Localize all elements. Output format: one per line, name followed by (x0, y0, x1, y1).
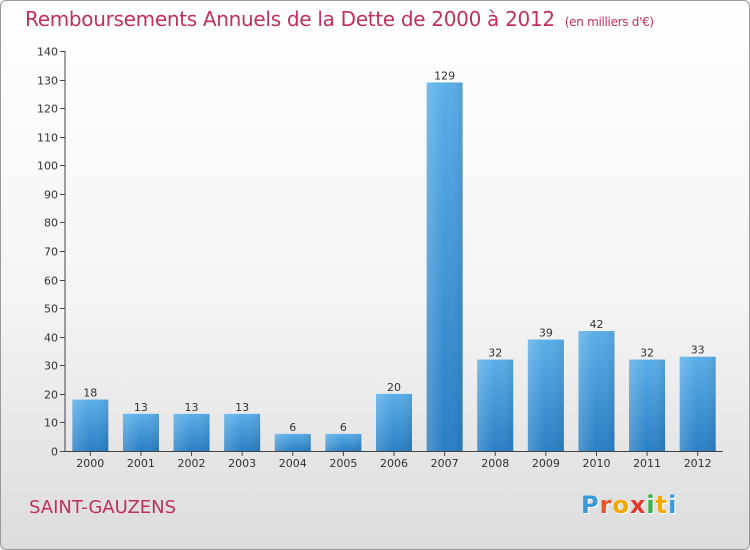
y-tick-label: 140 (37, 46, 58, 59)
y-axis: 0 10 20 30 40 50 60 70 80 90 100 110 120 130 140 (37, 46, 66, 459)
bar-shine-2004 (274, 433, 311, 451)
bar-shine-2009 (527, 339, 564, 451)
x-tick-label: 2001 (127, 457, 155, 470)
y-tick-label: 120 (37, 103, 58, 116)
bar-shine-2003 (224, 413, 261, 451)
x-tick-label: 2009 (532, 457, 560, 470)
data-label-2009: 39 (539, 327, 553, 340)
x-tick-label: 2002 (178, 457, 206, 470)
x-tick-label: 2012 (684, 457, 712, 470)
bar-shine-2011 (629, 359, 666, 451)
x-tick-label: 2008 (481, 457, 509, 470)
data-label-2000: 18 (83, 387, 97, 400)
logo-letter: x (629, 491, 647, 519)
y-tick-label: 80 (44, 217, 58, 230)
bar-shine-2012 (679, 356, 716, 451)
y-tick-label: 20 (44, 389, 58, 402)
data-label-2001: 13 (134, 401, 148, 414)
data-label-2004: 6 (289, 421, 296, 434)
bar-shine-2005 (325, 433, 362, 451)
x-tick-label: 2007 (431, 457, 459, 470)
data-label-2012: 33 (691, 344, 705, 357)
chart-subtitle: (en milliers d'€) (564, 15, 654, 29)
bar-shine-2007 (426, 82, 463, 451)
proxiti-logo[interactable]: Proxiti (581, 491, 677, 519)
bar-shine-2006 (376, 393, 412, 451)
x-tick-label: 2005 (329, 457, 357, 470)
x-tick-label: 2006 (380, 457, 408, 470)
bar-shine-2002 (173, 413, 210, 451)
bars (72, 82, 716, 451)
chart-title: Remboursements Annuels de la Dette de 20… (25, 7, 654, 31)
x-tick-label: 2004 (279, 457, 307, 470)
x-tick-label: 2000 (76, 457, 104, 470)
x-axis: 2000 2001 2002 2003 2004 2005 2006 2007 2008 2009… (65, 451, 723, 470)
y-tick-label: 40 (44, 332, 58, 345)
x-tick-label: 2011 (633, 457, 661, 470)
commune-name: SAINT-GAUZENS (29, 497, 177, 518)
y-tick-label: 70 (44, 246, 58, 259)
logo-letter: i (668, 491, 678, 519)
y-tick-label: 100 (37, 160, 58, 173)
y-tick-label: 30 (44, 360, 58, 373)
data-label-2002: 13 (185, 401, 199, 414)
bar-shine-2000 (72, 399, 109, 451)
y-tick-label: 10 (44, 417, 58, 430)
y-tick-label: 50 (44, 303, 58, 316)
x-tick-label: 2003 (228, 457, 256, 470)
data-label-2007: 129 (434, 69, 455, 82)
y-tick-label: 110 (37, 132, 58, 145)
data-label-2008: 32 (488, 347, 502, 360)
data-label-2003: 13 (235, 401, 249, 414)
logo-letter: P (581, 491, 600, 519)
logo-letter: o (612, 491, 630, 519)
chart-title-text: Remboursements Annuels de la Dette de 20… (25, 7, 555, 31)
data-labels: 18 13 13 13 6 6 20 129 32 39 42 32 33 (83, 69, 704, 433)
logo-letter: i (646, 491, 656, 519)
y-tick-label: 0 (51, 446, 58, 459)
y-tick-label: 90 (44, 189, 58, 202)
y-tick-label: 60 (44, 275, 58, 288)
data-label-2011: 32 (640, 347, 654, 360)
x-tick-label: 2010 (582, 457, 610, 470)
data-label-2010: 42 (589, 318, 603, 331)
bar-shine-2008 (477, 359, 514, 451)
logo-letter: t (655, 491, 669, 519)
y-tick-label: 130 (37, 75, 58, 88)
data-label-2006: 20 (387, 381, 401, 394)
bar-shine-2001 (122, 413, 159, 451)
logo-letter: r (599, 491, 613, 519)
bar-shine-2010 (578, 331, 615, 451)
data-label-2005: 6 (340, 421, 347, 434)
